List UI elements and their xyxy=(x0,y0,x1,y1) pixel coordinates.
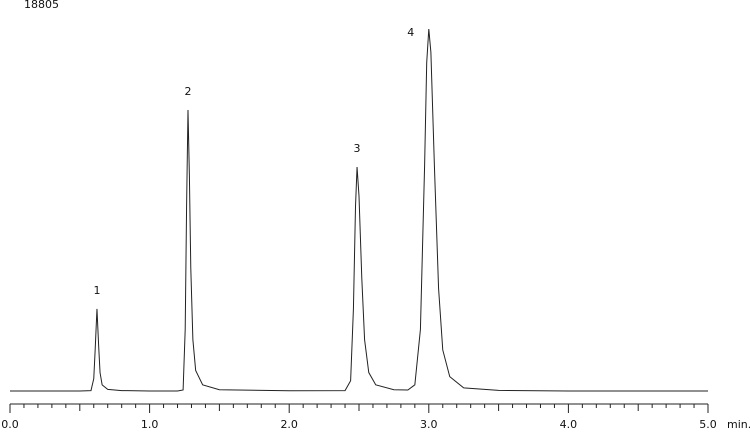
x-tick-label: 5.0 xyxy=(699,418,717,431)
x-tick-label: 3.0 xyxy=(420,418,438,431)
peak-label: 1 xyxy=(93,284,100,297)
x-axis-label: min. xyxy=(727,418,750,431)
x-tick-label: 0.0 xyxy=(1,418,19,431)
y-scale-label: 18805 xyxy=(24,0,59,11)
peak-label: 3 xyxy=(354,142,361,155)
x-tick-label: 2.0 xyxy=(280,418,298,431)
peak-label: 4 xyxy=(407,26,414,39)
trace xyxy=(10,28,708,392)
peak-label: 2 xyxy=(184,85,191,98)
x-tick-label: 4.0 xyxy=(560,418,578,431)
x-tick-label: 1.0 xyxy=(141,418,159,431)
